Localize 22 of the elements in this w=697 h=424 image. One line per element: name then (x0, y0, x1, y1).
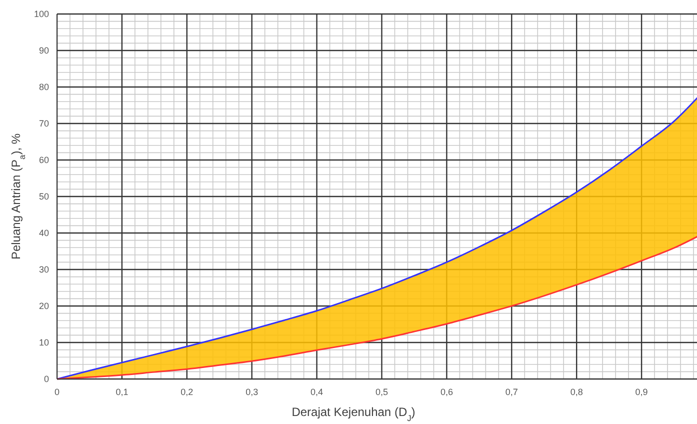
x-tick-label: 0 (54, 387, 60, 397)
y-tick-label: 60 (38, 155, 49, 165)
x-tick-label: 0,3 (246, 387, 258, 397)
x-tick-label: 0,8 (570, 387, 583, 397)
x-tick-label: 0,4 (310, 387, 324, 397)
x-tick-label: 0,6 (440, 387, 453, 397)
y-tick-label: 10 (38, 338, 49, 348)
y-tick-label: 100 (34, 9, 49, 19)
y-tick-label: 70 (38, 118, 49, 128)
x-tick-label: 0,5 (375, 387, 388, 397)
y-tick-label: 90 (38, 46, 49, 56)
x-tick-label: 0,2 (180, 387, 194, 397)
y-tick-label: 40 (38, 228, 49, 238)
x-tick-label: 0,9 (635, 387, 648, 397)
x-axis-title: Derajat Kejenuhan (D$_{J}$) (292, 405, 416, 423)
y-tick-label: 50 (38, 192, 49, 202)
y-tick-label: 20 (38, 301, 49, 311)
x-tick-label: 0,1 (116, 387, 128, 397)
y-tick-label: 80 (38, 82, 49, 92)
y-tick-label: 30 (38, 264, 49, 274)
x-tick-label: 0,7 (505, 387, 518, 397)
y-tick-label: 0 (44, 374, 49, 384)
